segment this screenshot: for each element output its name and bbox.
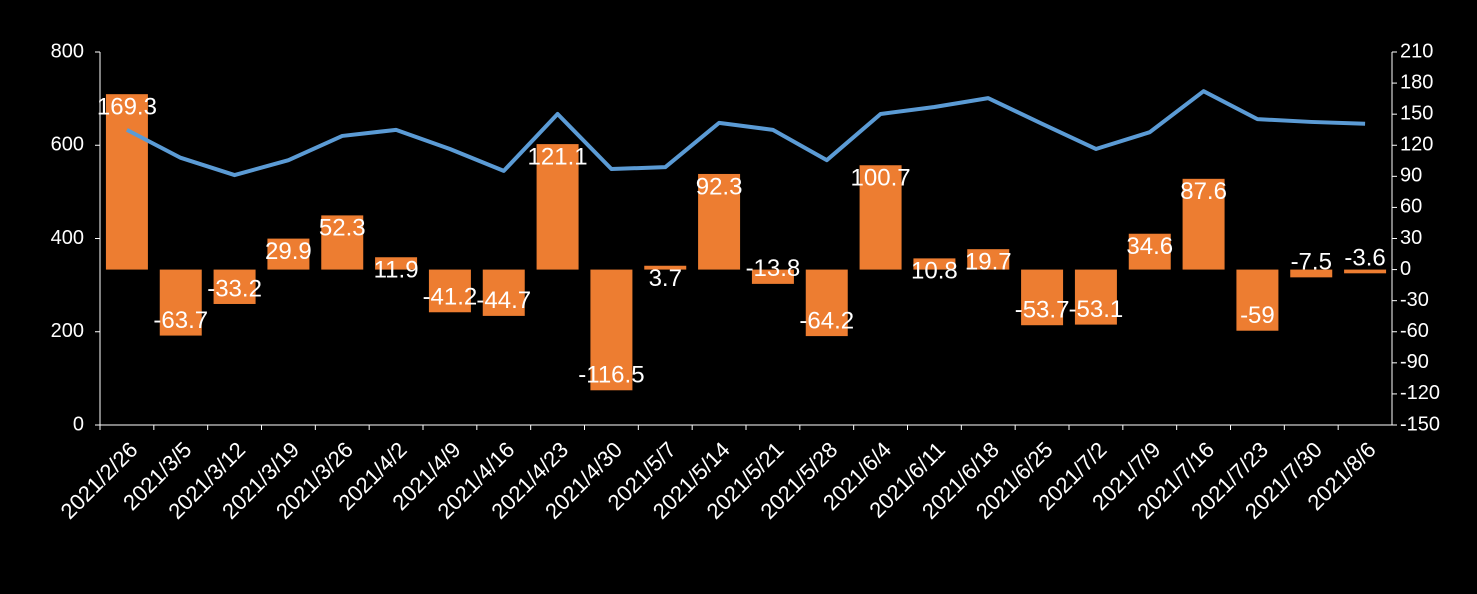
y2-tick-label: 30 [1400,227,1422,249]
bar [213,269,256,304]
data-label: 34.6 [1126,233,1173,260]
bar [267,238,310,270]
bar [1290,269,1333,278]
y2-tick-label: 60 [1400,196,1422,218]
data-label: -44.7 [476,287,531,314]
bar [1021,269,1064,326]
y-tick-label: 200 [51,320,84,342]
bar [644,265,687,270]
data-label: 11.9 [374,257,419,284]
x-tick-label: 2021/2/26 [56,437,143,524]
bar [1236,269,1279,331]
bar [1128,233,1171,270]
data-label: 100.7 [851,165,911,192]
data-label: 121.1 [528,143,588,170]
bar [375,257,418,270]
data-label: 19.7 [965,249,1012,276]
bar [1182,178,1225,270]
y2-tick-label: -30 [1400,289,1429,311]
y2-tick-label: 90 [1400,165,1422,187]
data-label: -64.2 [799,307,854,334]
data-label: -7.5 [1291,249,1332,276]
data-label: -41.2 [423,284,478,311]
bar [159,269,202,336]
bar [859,165,902,270]
data-label: -53.1 [1069,296,1124,323]
y-tick-label: 600 [51,134,84,156]
y-tick-label: 800 [51,40,84,62]
y2-tick-label: 180 [1400,71,1433,93]
data-label: -33.2 [207,275,262,302]
bar [913,258,956,270]
bar [1344,269,1387,274]
y2-tick-label: 120 [1400,134,1433,156]
y2-tick-label: 210 [1400,40,1433,62]
data-label: -116.5 [578,362,644,389]
data-label: 10.8 [911,258,958,285]
data-label: 169.3 [97,94,157,121]
data-label: 52.3 [319,215,366,242]
bar [482,269,525,316]
bar [751,269,794,284]
data-label: 3.7 [649,265,682,292]
bar [967,249,1010,270]
bar [105,94,148,270]
bar [698,173,741,270]
y2-tick-label: 150 [1400,102,1433,124]
data-label: 29.9 [265,238,312,265]
line [125,89,1366,178]
y2-tick-label: 0 [1400,258,1411,280]
y2-tick-label: -60 [1400,320,1429,342]
y-tick-label: 0 [73,413,84,435]
data-label: 87.6 [1180,178,1227,205]
bar [1074,269,1117,325]
y-tick-label: 400 [51,227,84,249]
data-label: -53.7 [1015,297,1070,324]
y2-tick-label: -90 [1400,351,1429,373]
bar [536,144,579,270]
bar [590,269,633,391]
data-label: 92.3 [696,173,743,200]
data-label: -3.6 [1344,245,1385,272]
bar [428,269,471,313]
y2-tick-label: -120 [1400,382,1440,404]
data-label: -13.8 [746,255,801,282]
data-label: -63.7 [153,307,208,334]
bar [321,215,364,270]
y2-tick-label: -150 [1400,413,1440,435]
bar [805,269,848,337]
data-label: -59 [1240,302,1275,329]
